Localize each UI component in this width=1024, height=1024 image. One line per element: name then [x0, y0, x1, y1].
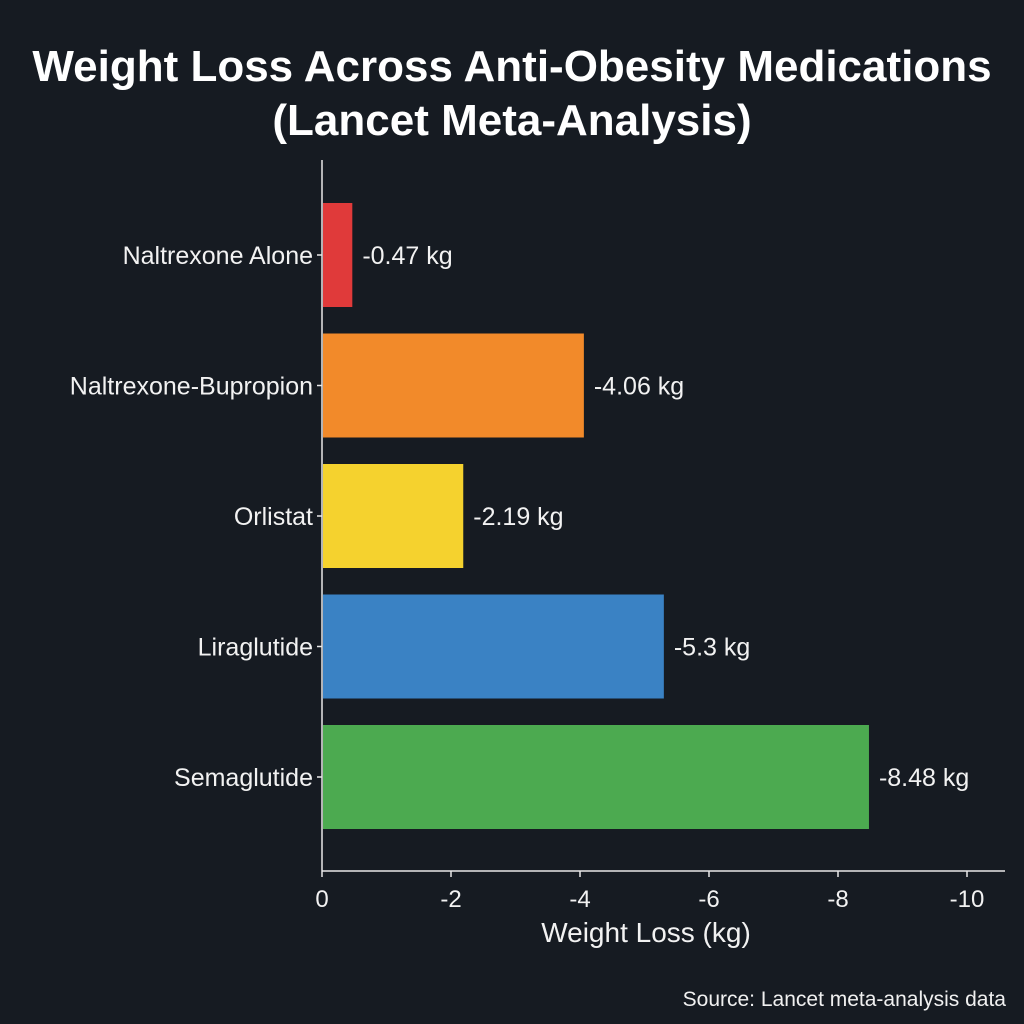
- y-tick-label: Naltrexone Alone: [123, 242, 313, 270]
- x-tick-label: -6: [698, 886, 719, 913]
- x-axis-label: Weight Loss (kg): [541, 917, 751, 948]
- bar: [323, 333, 584, 438]
- bar: [323, 594, 664, 699]
- bar: [323, 725, 869, 829]
- data-label: -0.47 kg: [362, 242, 452, 270]
- data-label: -2.19 kg: [473, 503, 563, 531]
- y-tick-label: Naltrexone-Bupropion: [70, 373, 313, 401]
- x-tick-label: -4: [569, 886, 590, 913]
- chart-title: Weight Loss Across Anti-Obesity Medicati…: [32, 42, 992, 145]
- y-tick-label: Semaglutide: [174, 764, 313, 792]
- data-label: -4.06 kg: [594, 373, 684, 401]
- x-tick-label: 0: [315, 886, 328, 913]
- data-label: -8.48 kg: [879, 764, 969, 792]
- y-tick-label: Orlistat: [234, 503, 313, 531]
- x-tick-label: -8: [827, 886, 848, 913]
- y-tick-label: Liraglutide: [198, 634, 313, 662]
- data-label: -5.3 kg: [674, 634, 750, 662]
- x-tick-label: -2: [440, 886, 461, 913]
- bar: [323, 464, 464, 568]
- x-tick-label: -10: [950, 886, 985, 913]
- bar: [323, 203, 353, 307]
- source-note: Source: Lancet meta-analysis data: [682, 988, 1006, 1011]
